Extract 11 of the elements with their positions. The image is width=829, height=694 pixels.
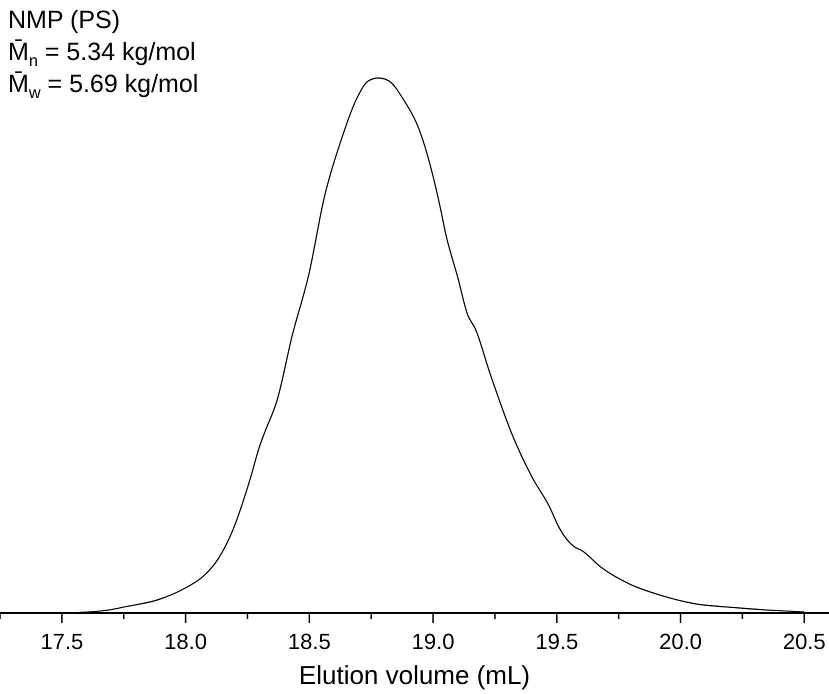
text: M̄$_{n}$ = 5.34 kg/mol bbox=[8, 38, 196, 70]
text: NMP (PS) bbox=[8, 6, 120, 34]
x-tick-label: 18.5 bbox=[288, 629, 331, 654]
annotation: M̄$_{w}$ = 5.69 kg/mol bbox=[8, 70, 198, 102]
x-tick-label: 19.5 bbox=[535, 629, 578, 654]
x-axis-title: Elution volume (mL) bbox=[298, 660, 530, 690]
x-tick-label: 18.0 bbox=[164, 629, 208, 654]
x-tick-label: 20.0 bbox=[659, 629, 702, 654]
x-tick-label: 20.5 bbox=[782, 629, 826, 654]
x-tick-label: 19.0 bbox=[412, 629, 454, 654]
x-tick-label: 17.5 bbox=[40, 629, 84, 654]
